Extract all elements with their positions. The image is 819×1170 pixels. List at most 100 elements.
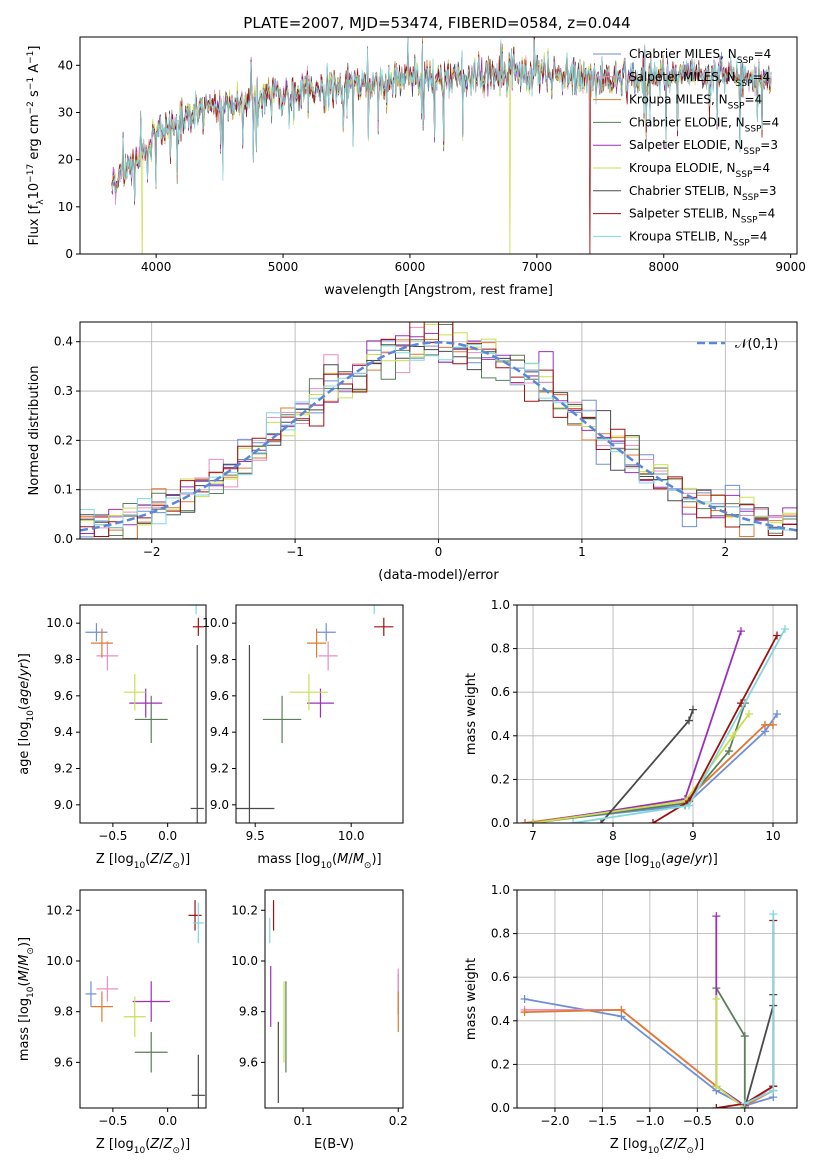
series-2	[520, 1005, 778, 1108]
series-6	[597, 705, 697, 823]
series-marker	[617, 1005, 626, 1014]
x-tick-label: −2.0	[540, 1114, 569, 1128]
errorbar-point	[134, 695, 168, 744]
plot-area	[85, 900, 205, 1108]
series-marker	[712, 912, 721, 921]
series-3	[712, 984, 749, 1108]
errorbar-point	[289, 674, 329, 711]
y-tick-label: 9.8	[239, 1005, 258, 1019]
series-8	[740, 909, 778, 1108]
errorbar-point	[90, 628, 113, 658]
series-marker	[769, 909, 778, 918]
legend-label: 𝒩(0,1)	[735, 337, 778, 352]
series-marker	[689, 705, 697, 714]
x-tick-label: 0	[435, 545, 443, 559]
axes-frame	[516, 604, 798, 824]
y-tick-label: 0.0	[491, 816, 510, 830]
x-tick-label: 7	[529, 829, 537, 843]
y-tick-label: 9.2	[54, 762, 73, 776]
series-line	[572, 628, 786, 823]
series-marker	[773, 631, 781, 640]
series-line	[652, 635, 778, 823]
series-marker	[745, 710, 753, 718]
spectrum-legend: Chabrier MILES, NSSP=4 Salpeter MILES, NS…	[593, 47, 779, 248]
series-marker	[597, 819, 605, 823]
errorbar-point	[262, 695, 302, 744]
errorbar-point	[192, 617, 204, 636]
x-tick-label: −0.5	[98, 829, 127, 843]
y-tick-label: 9.6	[54, 689, 73, 703]
series-marker	[781, 624, 789, 633]
axes-frame	[264, 889, 404, 1109]
hist-x-axis-label: (data-model)/error	[378, 568, 499, 583]
x-axis-label: Z [log10(Z/Z⊙)]	[610, 1137, 704, 1156]
legend-label: Salpeter MILES, NSSP=4	[629, 70, 770, 89]
histogram-step	[80, 344, 797, 531]
series-line	[744, 914, 775, 1105]
series-line	[524, 998, 774, 1107]
series-line	[532, 630, 742, 823]
series-6	[740, 990, 778, 1108]
series-line	[524, 1008, 774, 1107]
x-tick-label: 9000	[775, 260, 806, 274]
errorbar-point	[85, 981, 97, 1007]
series-marker	[520, 1008, 529, 1017]
x-tick-label: 0.1	[294, 1114, 313, 1128]
series-marker	[737, 699, 745, 708]
x-axis-label: age [log10(age/yr)]	[596, 852, 718, 871]
y-tick-label: 9.8	[54, 1005, 73, 1019]
y-tick-label: 0.4	[54, 335, 73, 349]
y-tick-label: 0.4	[491, 1014, 510, 1028]
y-axis-label: mass [log10(M/M⊙)]	[17, 937, 36, 1061]
y-tick-label: 1.0	[491, 598, 510, 612]
x-tick-label: 7000	[522, 260, 553, 274]
x-tick-label: 4000	[141, 260, 172, 274]
axes-frame	[79, 36, 798, 255]
x-tick-label: 8	[609, 829, 617, 843]
series-marker	[712, 1104, 721, 1108]
series-marker	[729, 731, 737, 740]
series-line	[743, 994, 775, 1108]
x-tick-label: −1	[286, 545, 304, 559]
x-tick-label: 0.0	[158, 1114, 177, 1128]
panel-mass_vs_Z: −0.5 0.0 9.6 9.8 10.0 10.2 Z [log10(Z/Z⊙)] mass…	[17, 889, 207, 1156]
y-tick-label: 0.8	[491, 927, 510, 941]
normal-curve	[80, 340, 797, 532]
errorbar-point	[96, 976, 119, 1002]
x-tick-label: 0.2	[389, 1114, 408, 1128]
axes-frame	[516, 889, 798, 1109]
legend-label: Kroupa ELODIE, NSSP=4	[629, 161, 770, 180]
x-tick-label: 9.5	[246, 829, 265, 843]
panel-spectrum: 4000 5000 6000 7000 8000 9000 0 10 20 30 40 wavelen…	[26, 36, 806, 298]
axes-frame	[79, 889, 207, 1109]
x-tick-label: −2	[143, 545, 161, 559]
errorbar-point	[189, 605, 203, 615]
panel-age_vs_mass: 9.5 10.0 9.0 9.2 9.4 9.6 9.8 10.0 mass [log10(M/…	[202, 604, 404, 871]
y-tick-label: 0	[65, 247, 73, 261]
series-4	[529, 627, 745, 823]
histogram-step	[80, 332, 797, 534]
y-tick-label: 0.6	[491, 685, 510, 699]
errorbar-point	[188, 900, 202, 931]
panel-cumulative_mass_vs_age: 7 8 9 10 0.0 0.2 0.4 0.6 0.8 1.0 age [log10(age/yr…	[464, 598, 798, 871]
errorbar-point	[318, 641, 338, 671]
y-tick-label: 9.4	[210, 725, 229, 739]
legend-label: Chabrier STELIB, NSSP=3	[629, 184, 777, 203]
series-1	[520, 1005, 778, 1108]
series-marker	[685, 801, 693, 810]
plot-area	[269, 900, 399, 1103]
y-tick-label: 9.0	[54, 798, 73, 812]
plot-area	[236, 605, 394, 823]
errorbar-point	[307, 628, 327, 658]
x-tick-label: 9	[689, 829, 697, 843]
errorbar-point	[190, 644, 204, 823]
plot-area	[111, 37, 772, 254]
y-tick-label: 30	[58, 105, 73, 119]
y-tick-label: 9.2	[210, 762, 229, 776]
series-marker	[529, 819, 537, 823]
legend-label: Chabrier ELODIE, NSSP=4	[629, 115, 779, 134]
x-tick-label: 5000	[268, 260, 299, 274]
y-axis-label: mass weight	[464, 958, 479, 1040]
series-marker	[520, 995, 529, 1003]
